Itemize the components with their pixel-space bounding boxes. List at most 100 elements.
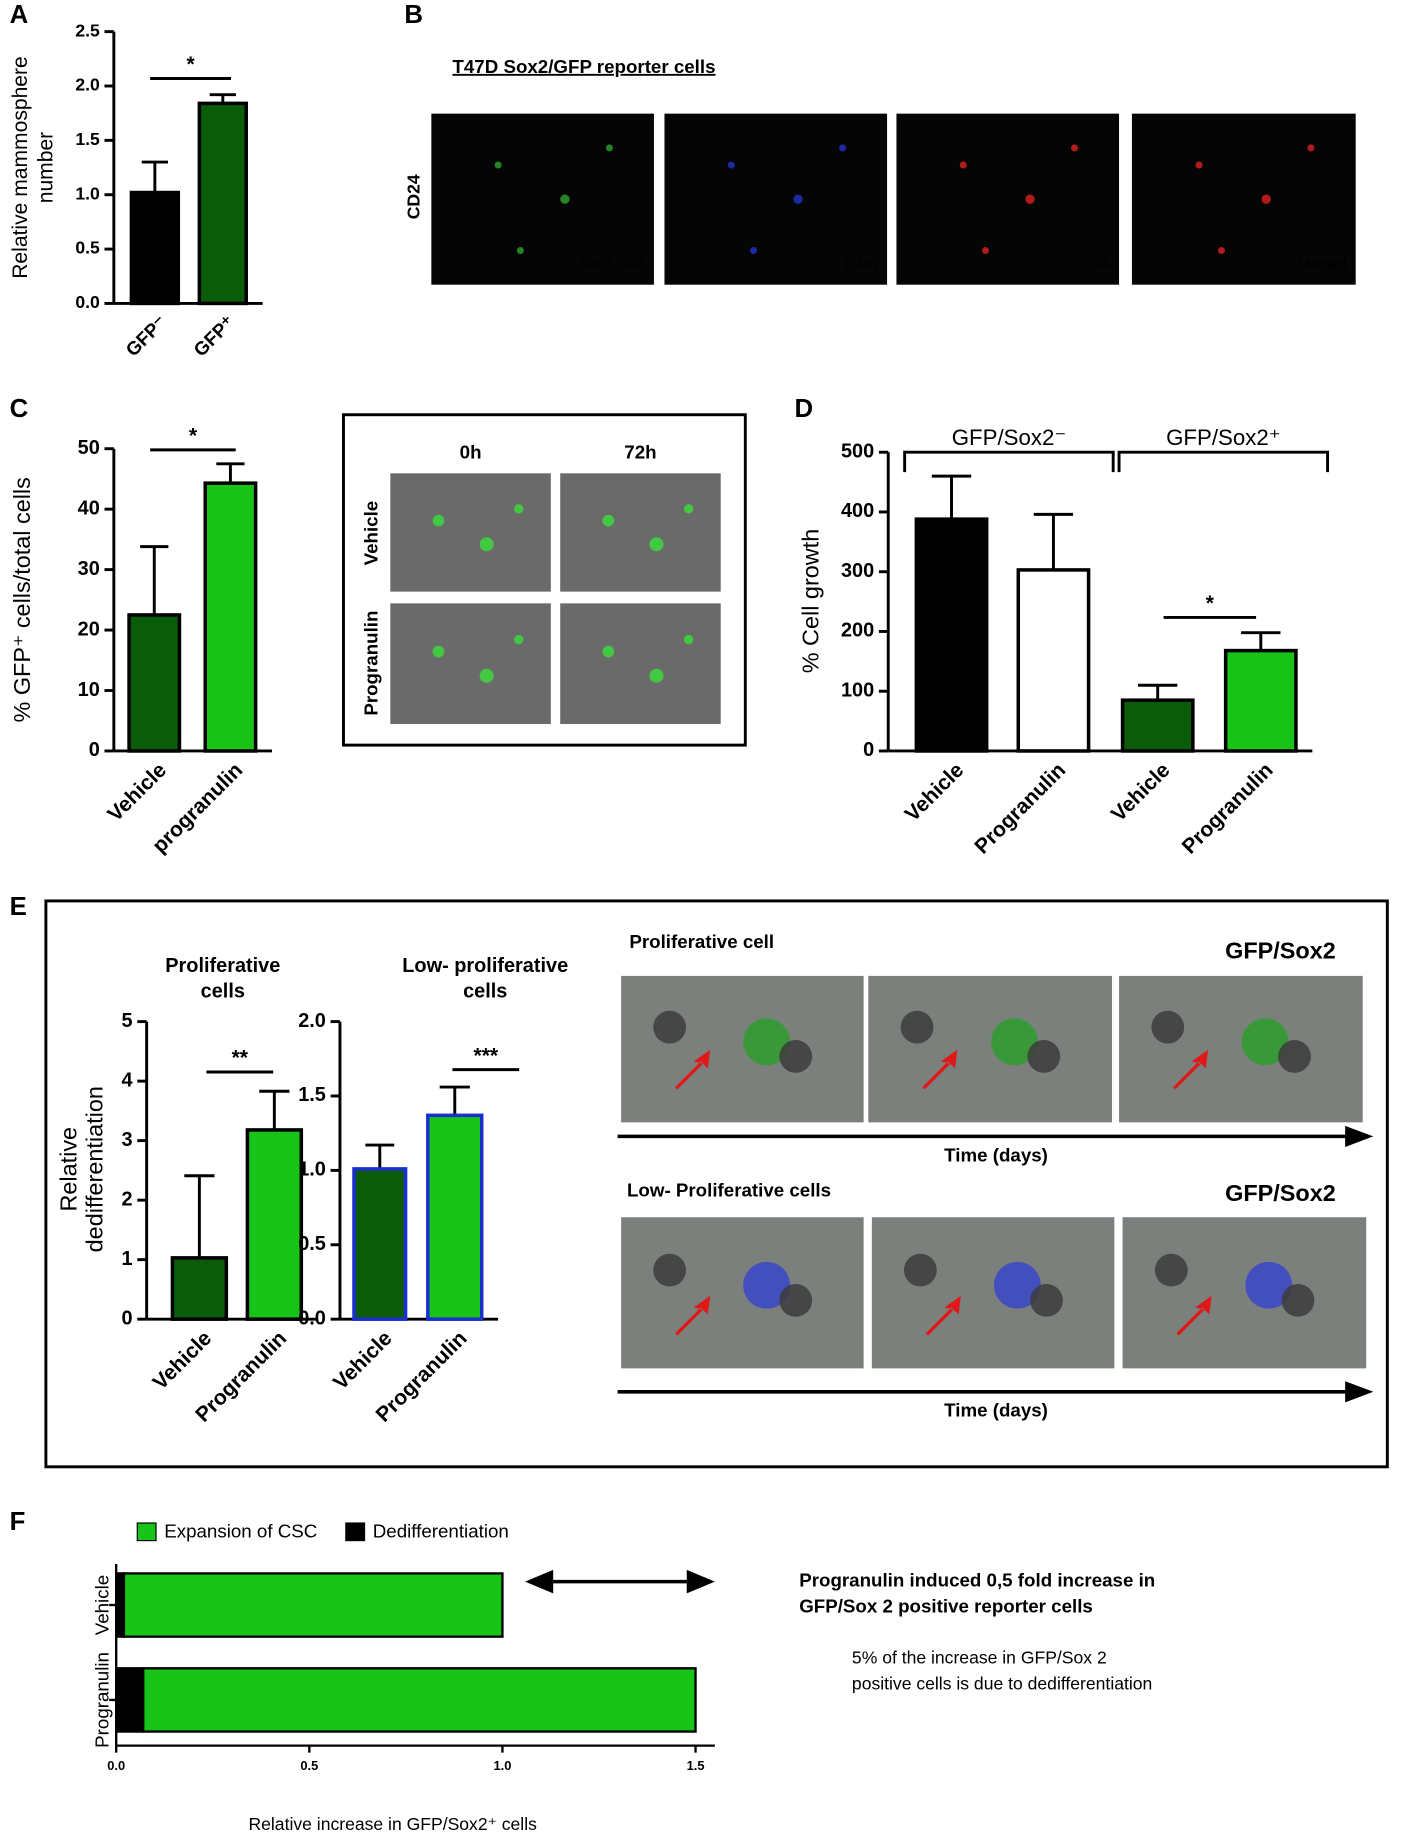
cell <box>991 1018 1038 1066</box>
group-bracket <box>1117 450 1330 473</box>
cell <box>900 1010 934 1044</box>
micrograph <box>621 1217 864 1369</box>
y-tick-label: 0 <box>863 739 874 761</box>
bar-segment <box>142 1667 697 1733</box>
y-tick-label: 2 <box>122 1188 133 1210</box>
time-arrow-head <box>1345 1125 1374 1147</box>
cell <box>516 246 524 254</box>
panel-letter: D <box>795 395 814 423</box>
y-tick-label: 20 <box>78 618 100 640</box>
chart-title: Proliferative <box>165 955 280 977</box>
bar <box>426 1113 484 1321</box>
cell <box>514 504 524 514</box>
y-tick-label: 0.0 <box>75 292 100 312</box>
panel-letter: E <box>10 893 27 921</box>
micrograph <box>560 473 721 592</box>
bar <box>127 613 182 753</box>
image-title: Proliferative cell <box>629 931 774 952</box>
y-tick-label: 0 <box>89 739 100 761</box>
bar <box>1120 698 1195 753</box>
image-label: DAPI <box>845 255 878 271</box>
cell <box>727 161 735 169</box>
micrograph <box>1122 1217 1367 1369</box>
row-label: Vehicle <box>361 501 382 566</box>
cell <box>1030 1283 1063 1317</box>
chart-title: Low- proliferative <box>402 955 568 977</box>
x-tick-label: GFP⁺ <box>189 311 238 360</box>
legend-swatch <box>345 1522 366 1542</box>
legend-label: Expansion of CSC <box>164 1520 317 1541</box>
group-label: GFP/Sox2⁻ <box>952 425 1066 450</box>
time-axis-label: Time (days) <box>944 1400 1048 1421</box>
significance: * <box>1206 592 1215 615</box>
cell <box>1281 1283 1315 1317</box>
cell <box>1025 194 1035 204</box>
bar <box>1223 648 1298 753</box>
cell <box>793 194 803 204</box>
y-axis-label: number <box>35 132 58 203</box>
x-tick-label: 1.0 <box>493 1758 511 1773</box>
x-tick-label: Vehicle <box>329 1327 397 1395</box>
y-tick-label: 200 <box>841 620 874 642</box>
cell <box>494 161 502 169</box>
micrograph <box>1131 113 1356 285</box>
cell <box>1154 1253 1188 1287</box>
bar <box>197 101 248 306</box>
micrograph <box>390 603 551 725</box>
red-arrow <box>675 1295 711 1336</box>
note: positive cells is due to dedifferentiati… <box>852 1673 1152 1693</box>
bar <box>245 1128 304 1321</box>
bar <box>352 1167 408 1321</box>
cell <box>649 537 664 552</box>
y-tick-label: 0.0 <box>298 1307 326 1329</box>
y-tick-label: 1.0 <box>298 1159 326 1181</box>
y-tick-label: 30 <box>78 558 100 580</box>
marker-label: GFP/Sox2 <box>1225 1180 1336 1206</box>
micrograph <box>664 113 888 285</box>
y-tick-label: 40 <box>78 497 100 519</box>
y-tick-label: Progranulin <box>91 1652 112 1748</box>
micrograph <box>1119 975 1363 1123</box>
cell <box>602 645 615 658</box>
cell <box>479 537 494 552</box>
y-tick-label: 5 <box>122 1010 133 1032</box>
panel-letter: A <box>10 1 29 29</box>
column-label: 72h <box>624 441 656 462</box>
y-tick-label: 1.5 <box>298 1084 326 1106</box>
column-label: 0h <box>460 441 482 462</box>
cell <box>903 1253 937 1287</box>
cell <box>743 1261 791 1309</box>
panel-letter: B <box>404 1 423 29</box>
row-label: CD24 <box>404 174 424 219</box>
y-tick-label: 4 <box>122 1069 133 1091</box>
x-tick-label: GFP⁻ <box>121 311 170 360</box>
y-tick-label: Vehicle <box>91 1575 112 1635</box>
cell <box>750 246 758 254</box>
cell <box>1241 1018 1289 1066</box>
cell <box>479 668 494 683</box>
legend-label: Dedifferentiation <box>373 1520 509 1541</box>
cell <box>1307 144 1315 152</box>
image-title: Low- Proliferative cells <box>627 1179 831 1200</box>
y-tick-label: 2.0 <box>75 75 100 95</box>
y-tick-label: 1 <box>122 1248 133 1270</box>
cell <box>1151 1010 1185 1044</box>
y-tick-label: 100 <box>841 679 874 701</box>
significance: * <box>189 425 198 448</box>
image-label: Merged <box>1299 255 1347 271</box>
chart-title: cells <box>463 981 507 1003</box>
cell <box>432 514 445 527</box>
cell <box>432 645 445 658</box>
significance: *** <box>474 1044 499 1067</box>
y-axis-label: % Cell growth <box>797 529 823 674</box>
micrograph <box>390 473 551 592</box>
cell <box>743 1018 791 1066</box>
group-label: GFP/Sox2⁺ <box>1166 425 1280 450</box>
x-tick-label: Progranulin <box>1178 759 1278 859</box>
marker-label: GFP/Sox2 <box>1225 938 1336 964</box>
cell <box>1071 144 1079 152</box>
cell <box>683 634 694 645</box>
cell <box>779 1040 813 1073</box>
bar <box>1016 568 1091 753</box>
image-label: CD24 <box>1074 255 1110 271</box>
